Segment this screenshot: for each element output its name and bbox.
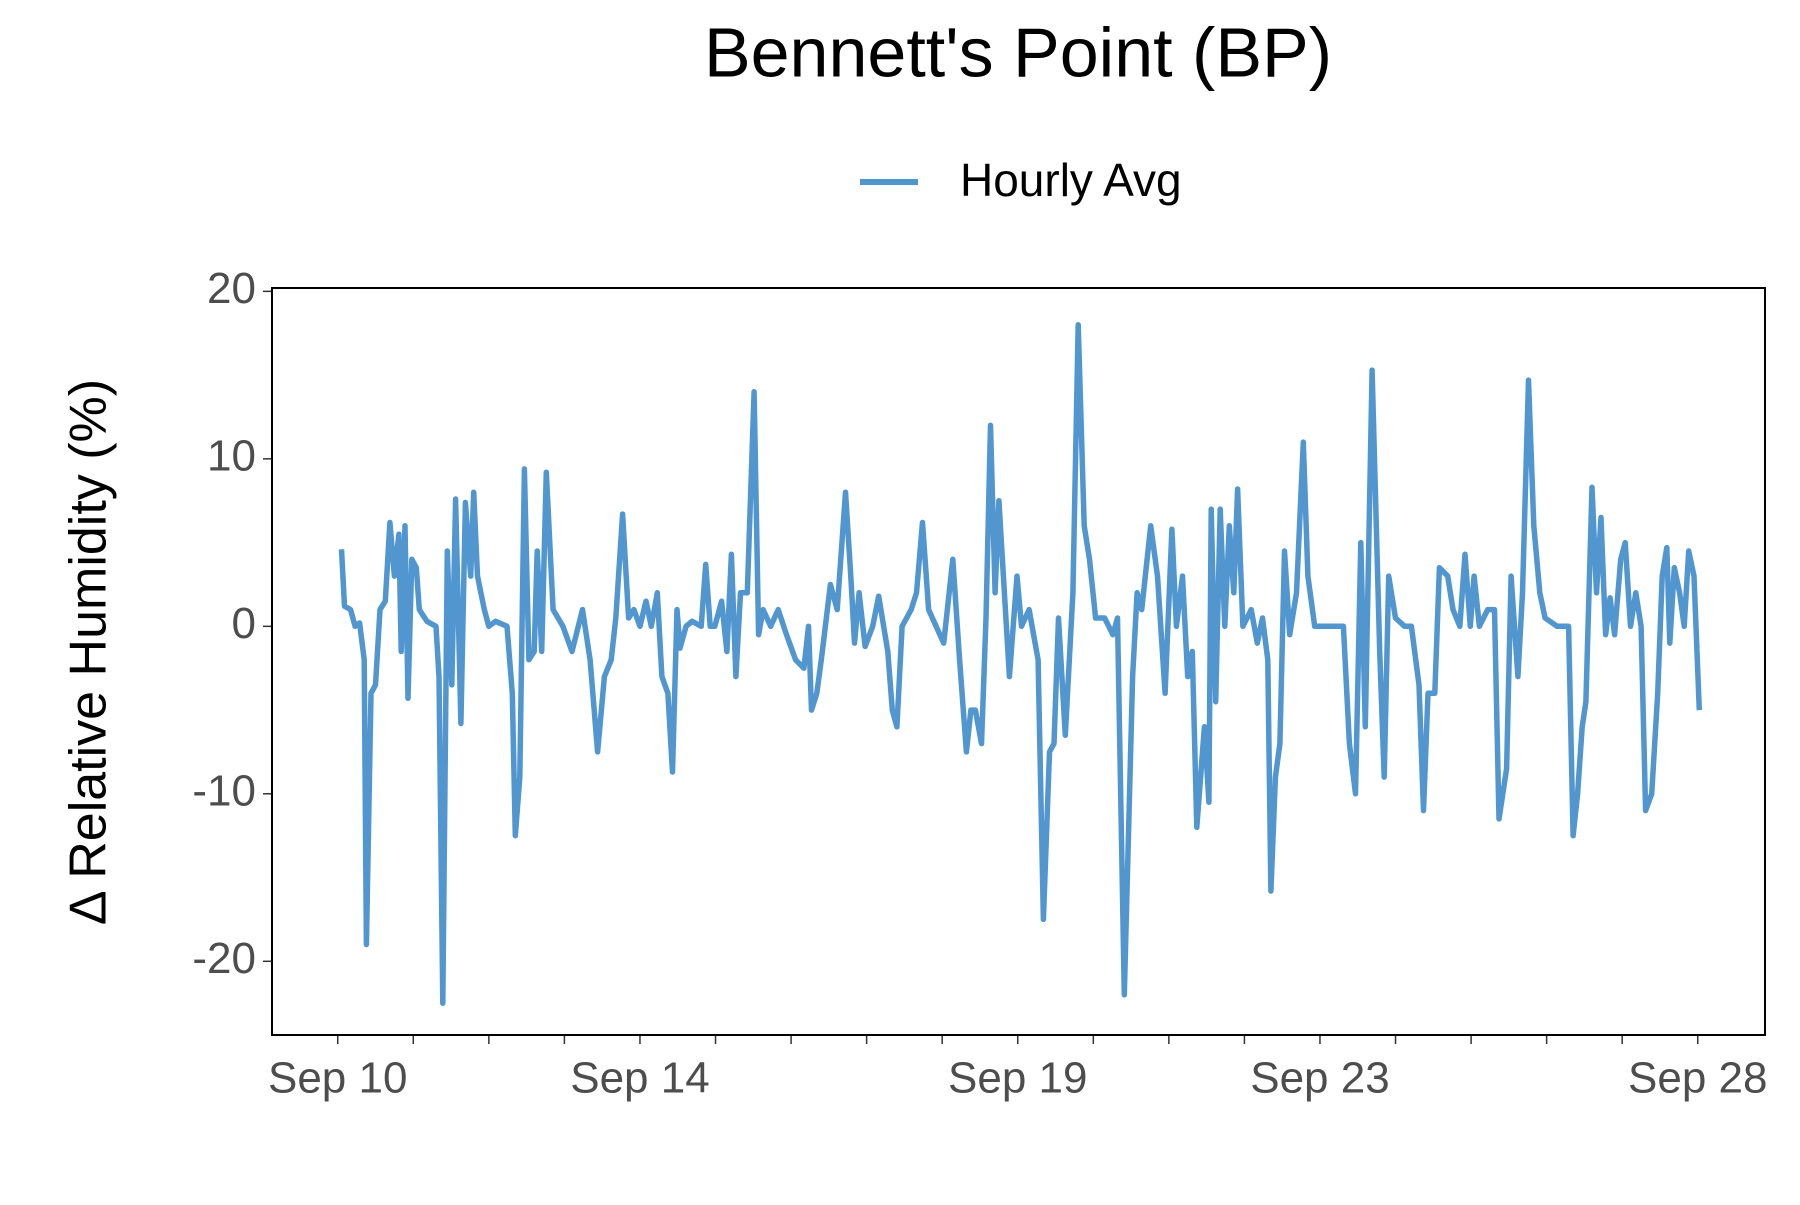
plot-border — [271, 287, 1766, 1036]
x-tick-label: Sep 19 — [948, 1054, 1087, 1103]
y-tick-label: 20 — [207, 264, 256, 313]
legend-label: Hourly Avg — [960, 154, 1182, 206]
x-tick-label: Sep 10 — [268, 1054, 407, 1103]
y-tick-label: -20 — [192, 934, 256, 983]
y-tick-label: 0 — [232, 599, 256, 648]
y-tick-label: -10 — [192, 766, 256, 815]
y-tick-label: 10 — [207, 431, 256, 480]
data-line — [338, 322, 1703, 1006]
chart-title: Bennett's Point (BP) — [704, 13, 1332, 91]
y-axis-title: Δ Relative Humidity (%) — [60, 379, 118, 925]
x-tick-label: Sep 14 — [570, 1054, 709, 1103]
x-tick-label: Sep 28 — [1628, 1054, 1767, 1103]
x-tick-label: Sep 23 — [1250, 1054, 1389, 1103]
